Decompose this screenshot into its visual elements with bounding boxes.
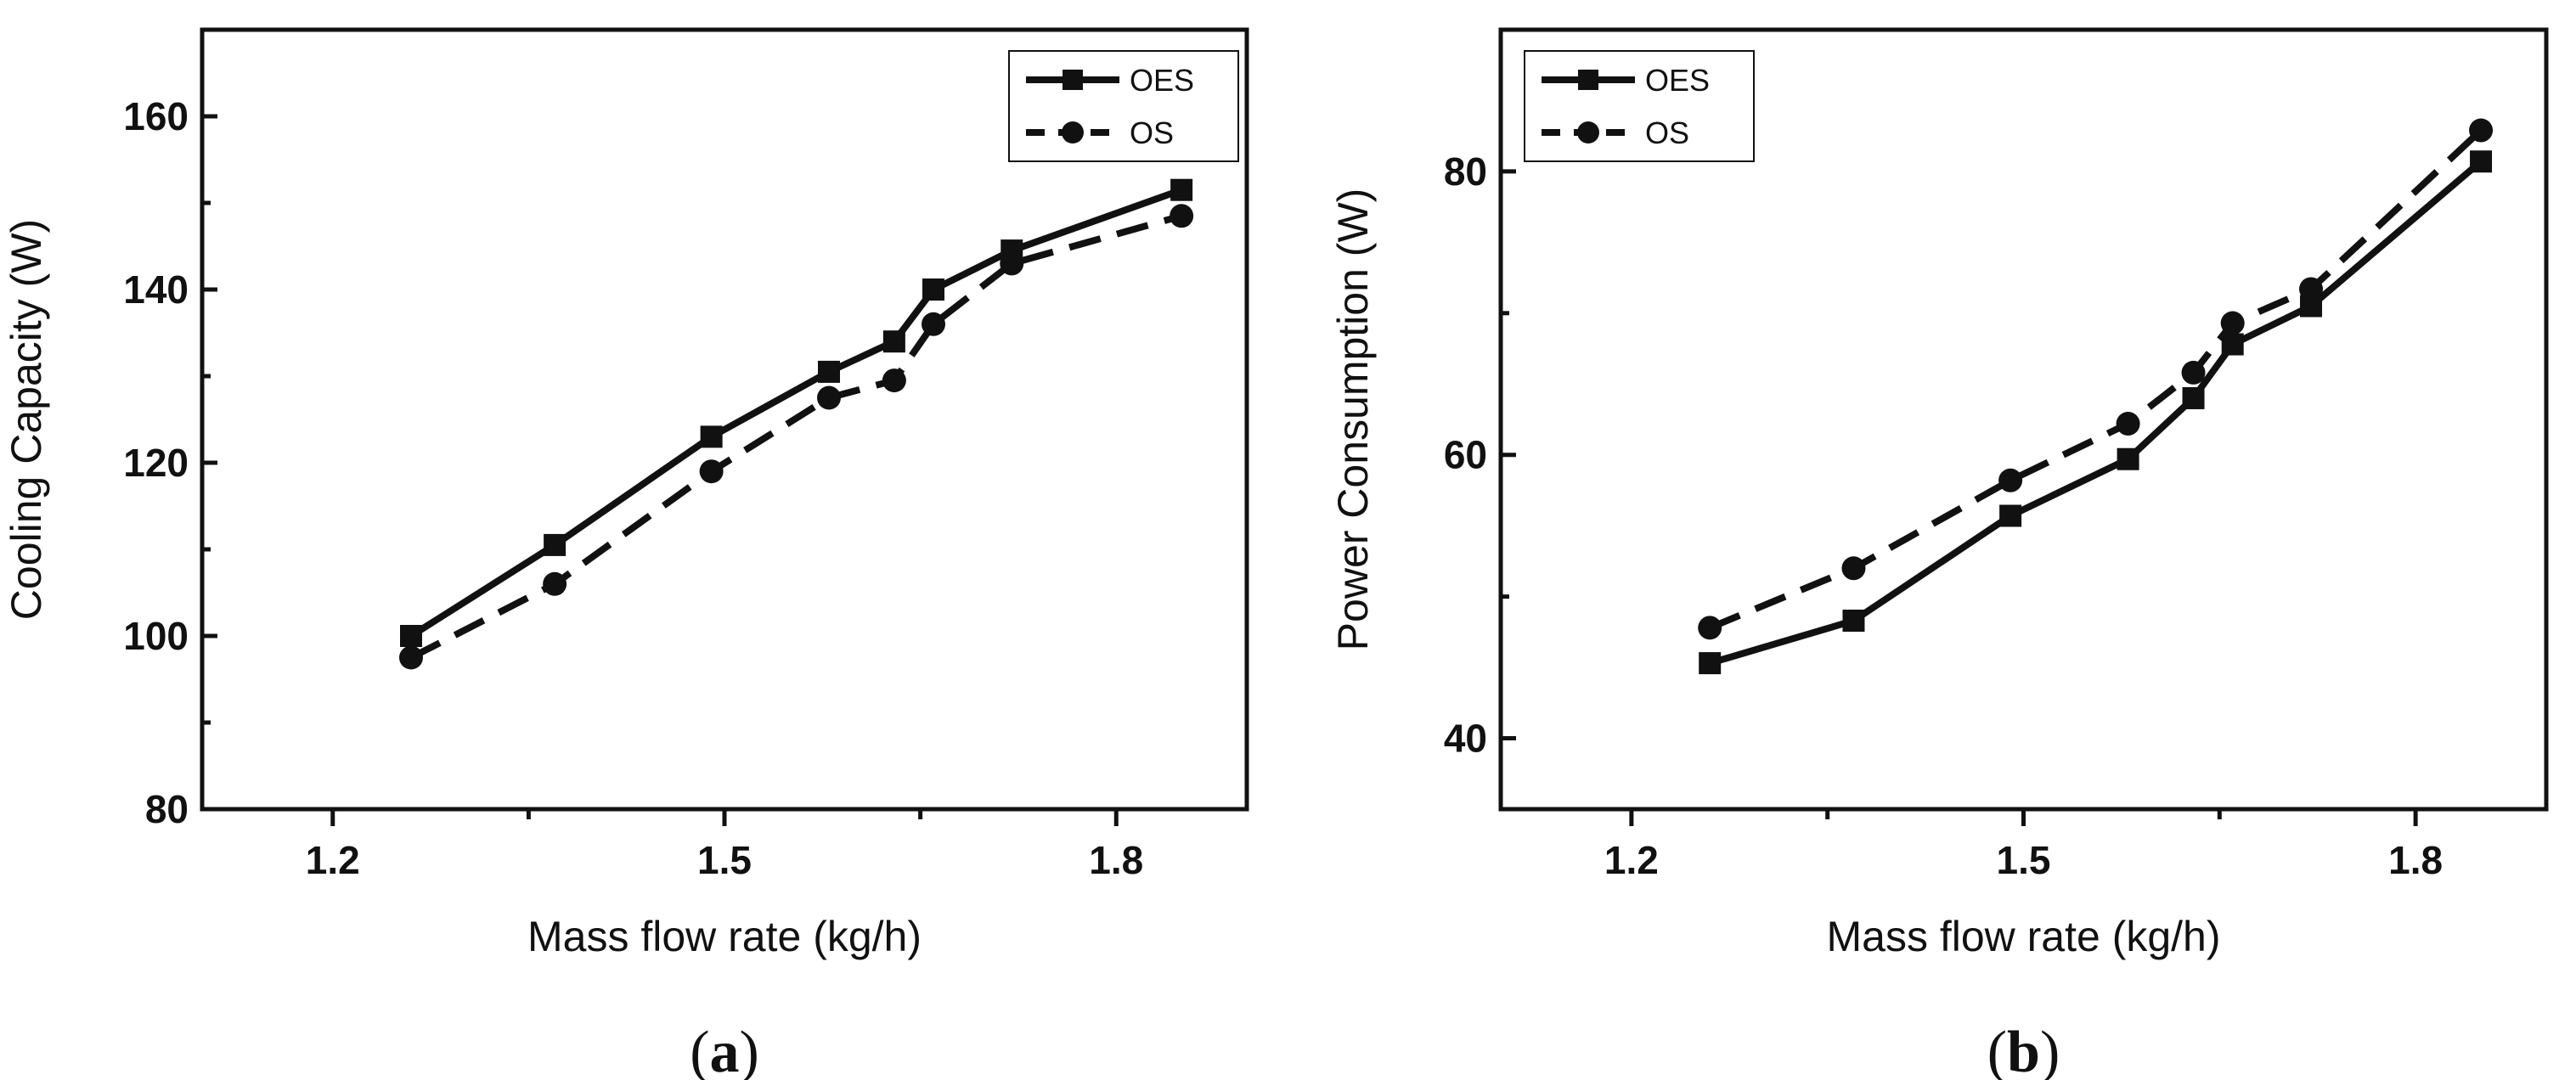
x-tick-label: 1.2 [1604, 838, 1659, 882]
legend-label-os: OS [1645, 115, 1689, 150]
legend-label-oes: OES [1130, 63, 1194, 98]
series-line-oes [409, 186, 1183, 639]
data-point-os [543, 571, 567, 596]
data-point-oes [700, 425, 723, 448]
data-point-oes [2117, 447, 2139, 470]
data-point-os [1170, 204, 1194, 228]
series-line-os [409, 212, 1183, 661]
legend-box [1008, 50, 1239, 162]
y-tick-label: 140 [123, 267, 189, 312]
data-point-os [2469, 118, 2494, 143]
y-tick-label: 60 [1444, 433, 1487, 477]
y-tick-label: 120 [123, 441, 189, 485]
data-point-oes [1699, 652, 1722, 675]
legend-marker-os [1577, 121, 1599, 143]
y-axis-title: Cooling Capacity (W) [3, 219, 50, 620]
chart-panel-a: 80 100 120 140 160 1.2 1.5 1.8 Mass flow rate (k… [3, 27, 1249, 1080]
y-tick-label: 40 [1444, 717, 1487, 761]
x-tick-label: 1.8 [2388, 838, 2443, 882]
x-tick-label: 1.5 [1997, 838, 2051, 882]
data-point-oes [2470, 150, 2493, 173]
data-point-oes [882, 330, 905, 353]
data-point-os [2116, 412, 2140, 436]
y-tick-label: 100 [123, 614, 189, 658]
data-point-oes [1170, 178, 1193, 201]
legend-marker-oes [1063, 70, 1083, 90]
data-point-oes [818, 360, 840, 383]
series-line-os [1708, 127, 2483, 632]
legend-marker-oes [1578, 70, 1598, 90]
data-point-os [1841, 556, 1866, 581]
data-point-oes [1999, 504, 2022, 527]
legend-label-oes: OES [1645, 63, 1710, 98]
data-point-os [817, 385, 841, 410]
data-point-os [1698, 616, 1722, 640]
legend-marker-os [1062, 121, 1084, 143]
legend-label-os: OS [1130, 115, 1174, 150]
data-point-oes [922, 278, 944, 301]
data-point-os [1998, 468, 2023, 492]
x-tick-label: 1.2 [306, 838, 360, 882]
x-tick-label: 1.8 [1089, 838, 1143, 882]
data-point-os [882, 368, 906, 393]
data-point-os [922, 312, 945, 336]
data-point-oes [544, 533, 566, 556]
x-axis-title: Mass flow rate (kg/h) [1826, 913, 2220, 960]
y-axis-title: Power Consumption (W) [1329, 188, 1377, 651]
data-point-os [699, 459, 724, 484]
panel-label: (a) [690, 1020, 759, 1080]
data-point-os [1000, 251, 1024, 276]
x-tick-label: 1.5 [697, 838, 752, 882]
series-line-oes [1709, 159, 2483, 667]
legend-box [1524, 50, 1755, 162]
y-tick-label: 80 [1444, 149, 1487, 194]
x-axis-title: Mass flow rate (kg/h) [527, 913, 922, 960]
data-point-oes [400, 625, 422, 647]
data-point-os [2220, 311, 2245, 335]
data-point-oes [1842, 610, 1865, 633]
data-point-oes [2182, 386, 2205, 409]
data-point-os [399, 645, 423, 670]
data-point-os [2181, 360, 2206, 385]
y-tick-label: 160 [123, 94, 189, 138]
chart-panel-b: 40 60 80 1.2 1.5 1.8 Mass flow rate (kg/h) Powe… [1329, 27, 2549, 1080]
y-tick-label: 80 [145, 787, 189, 831]
data-point-os [2299, 277, 2324, 301]
panel-label: (b) [1987, 1020, 2060, 1080]
